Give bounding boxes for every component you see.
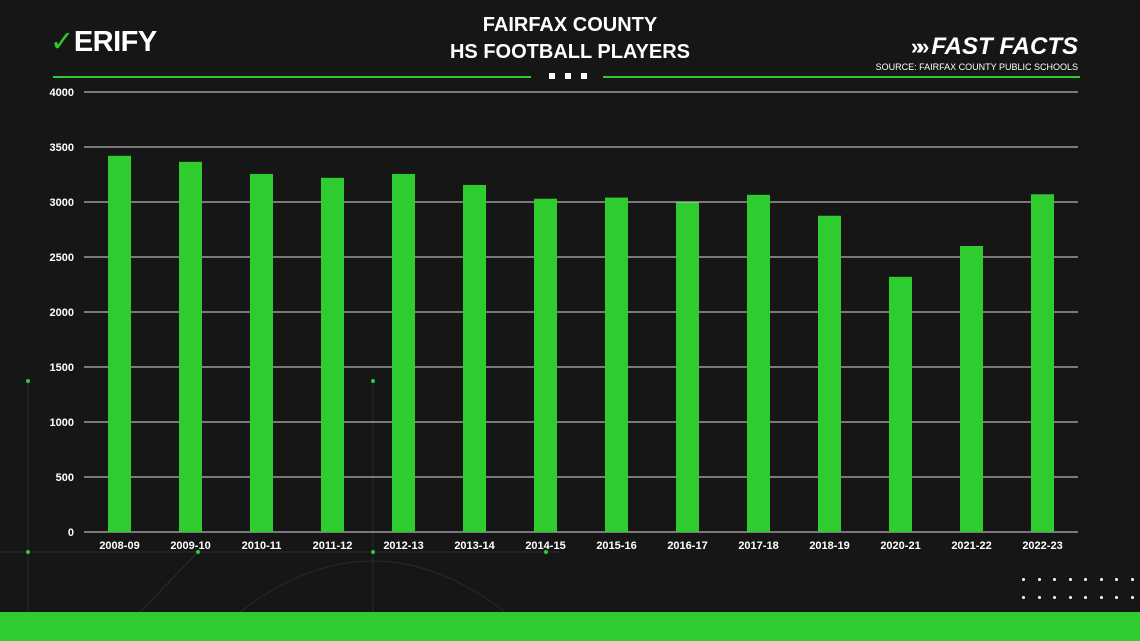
fast-facts-brand: »» FAST FACTS (911, 33, 1078, 61)
y-tick-label: 3500 (50, 142, 74, 154)
x-tick-label: 2022-23 (1022, 540, 1062, 552)
bar (818, 215, 841, 532)
header-rule-left (53, 76, 531, 78)
x-tick-label: 2012-13 (383, 540, 423, 552)
bar (179, 161, 202, 532)
title-line-1: FAIRFAX COUNTY (482, 14, 658, 36)
logo-text: ERIFY (73, 26, 157, 58)
check-icon: ✓ (50, 26, 74, 58)
x-tick-label: 2011-12 (313, 540, 353, 552)
x-tick-label: 2016-17 (667, 540, 707, 552)
source-note: SOURCE: FAIRFAX COUNTY PUBLIC SCHOOLS (875, 62, 1078, 72)
x-tick-label: 2020-21 (880, 540, 920, 552)
x-tick-label: 2017-18 (738, 540, 778, 552)
x-tick-label: 2008-09 (99, 540, 139, 552)
y-tick-label: 0 (68, 527, 74, 539)
x-tick-label: 2014-15 (525, 540, 565, 552)
header-rule-right (603, 76, 1080, 78)
y-tick-label: 2500 (50, 252, 74, 264)
bottom-accent-bar (0, 612, 1140, 641)
bar (321, 177, 344, 533)
verify-logo: ✓ERIFY (50, 24, 157, 59)
brand-label: FAST FACTS (931, 33, 1078, 60)
bar (747, 194, 770, 532)
x-tick-label: 2010-11 (242, 540, 282, 552)
y-tick-label: 3000 (50, 197, 74, 209)
y-tick-label: 2000 (50, 307, 74, 319)
bar (676, 202, 699, 533)
y-tick-label: 500 (56, 472, 74, 484)
bar (1031, 194, 1054, 533)
x-tick-label: 2015-16 (596, 540, 636, 552)
y-tick-label: 1500 (50, 362, 74, 374)
bar (250, 173, 273, 532)
bar (463, 184, 486, 532)
bar (605, 197, 628, 532)
x-tick-label: 2018-19 (809, 540, 849, 552)
ellipsis-icon (549, 73, 587, 79)
x-tick-label: 2009-10 (170, 540, 210, 552)
y-tick-label: 4000 (50, 87, 74, 99)
chart-title: FAIRFAX COUNTY HS FOOTBALL PLAYERS (370, 12, 770, 66)
bar (889, 276, 912, 532)
bar-chart: 0 500 1000 1500 2000 2500 3000 3500 4000 2008-09 2… (50, 87, 1078, 552)
bar (108, 155, 131, 533)
bar (534, 198, 557, 532)
x-tick-label: 2013-14 (454, 540, 495, 552)
y-tick-label: 1000 (50, 417, 74, 429)
title-line-2: HS FOOTBALL PLAYERS (449, 41, 691, 63)
x-tick-label: 2021-22 (951, 540, 991, 552)
bar (960, 246, 983, 532)
bar (392, 173, 415, 532)
decorative-lines (0, 379, 560, 613)
